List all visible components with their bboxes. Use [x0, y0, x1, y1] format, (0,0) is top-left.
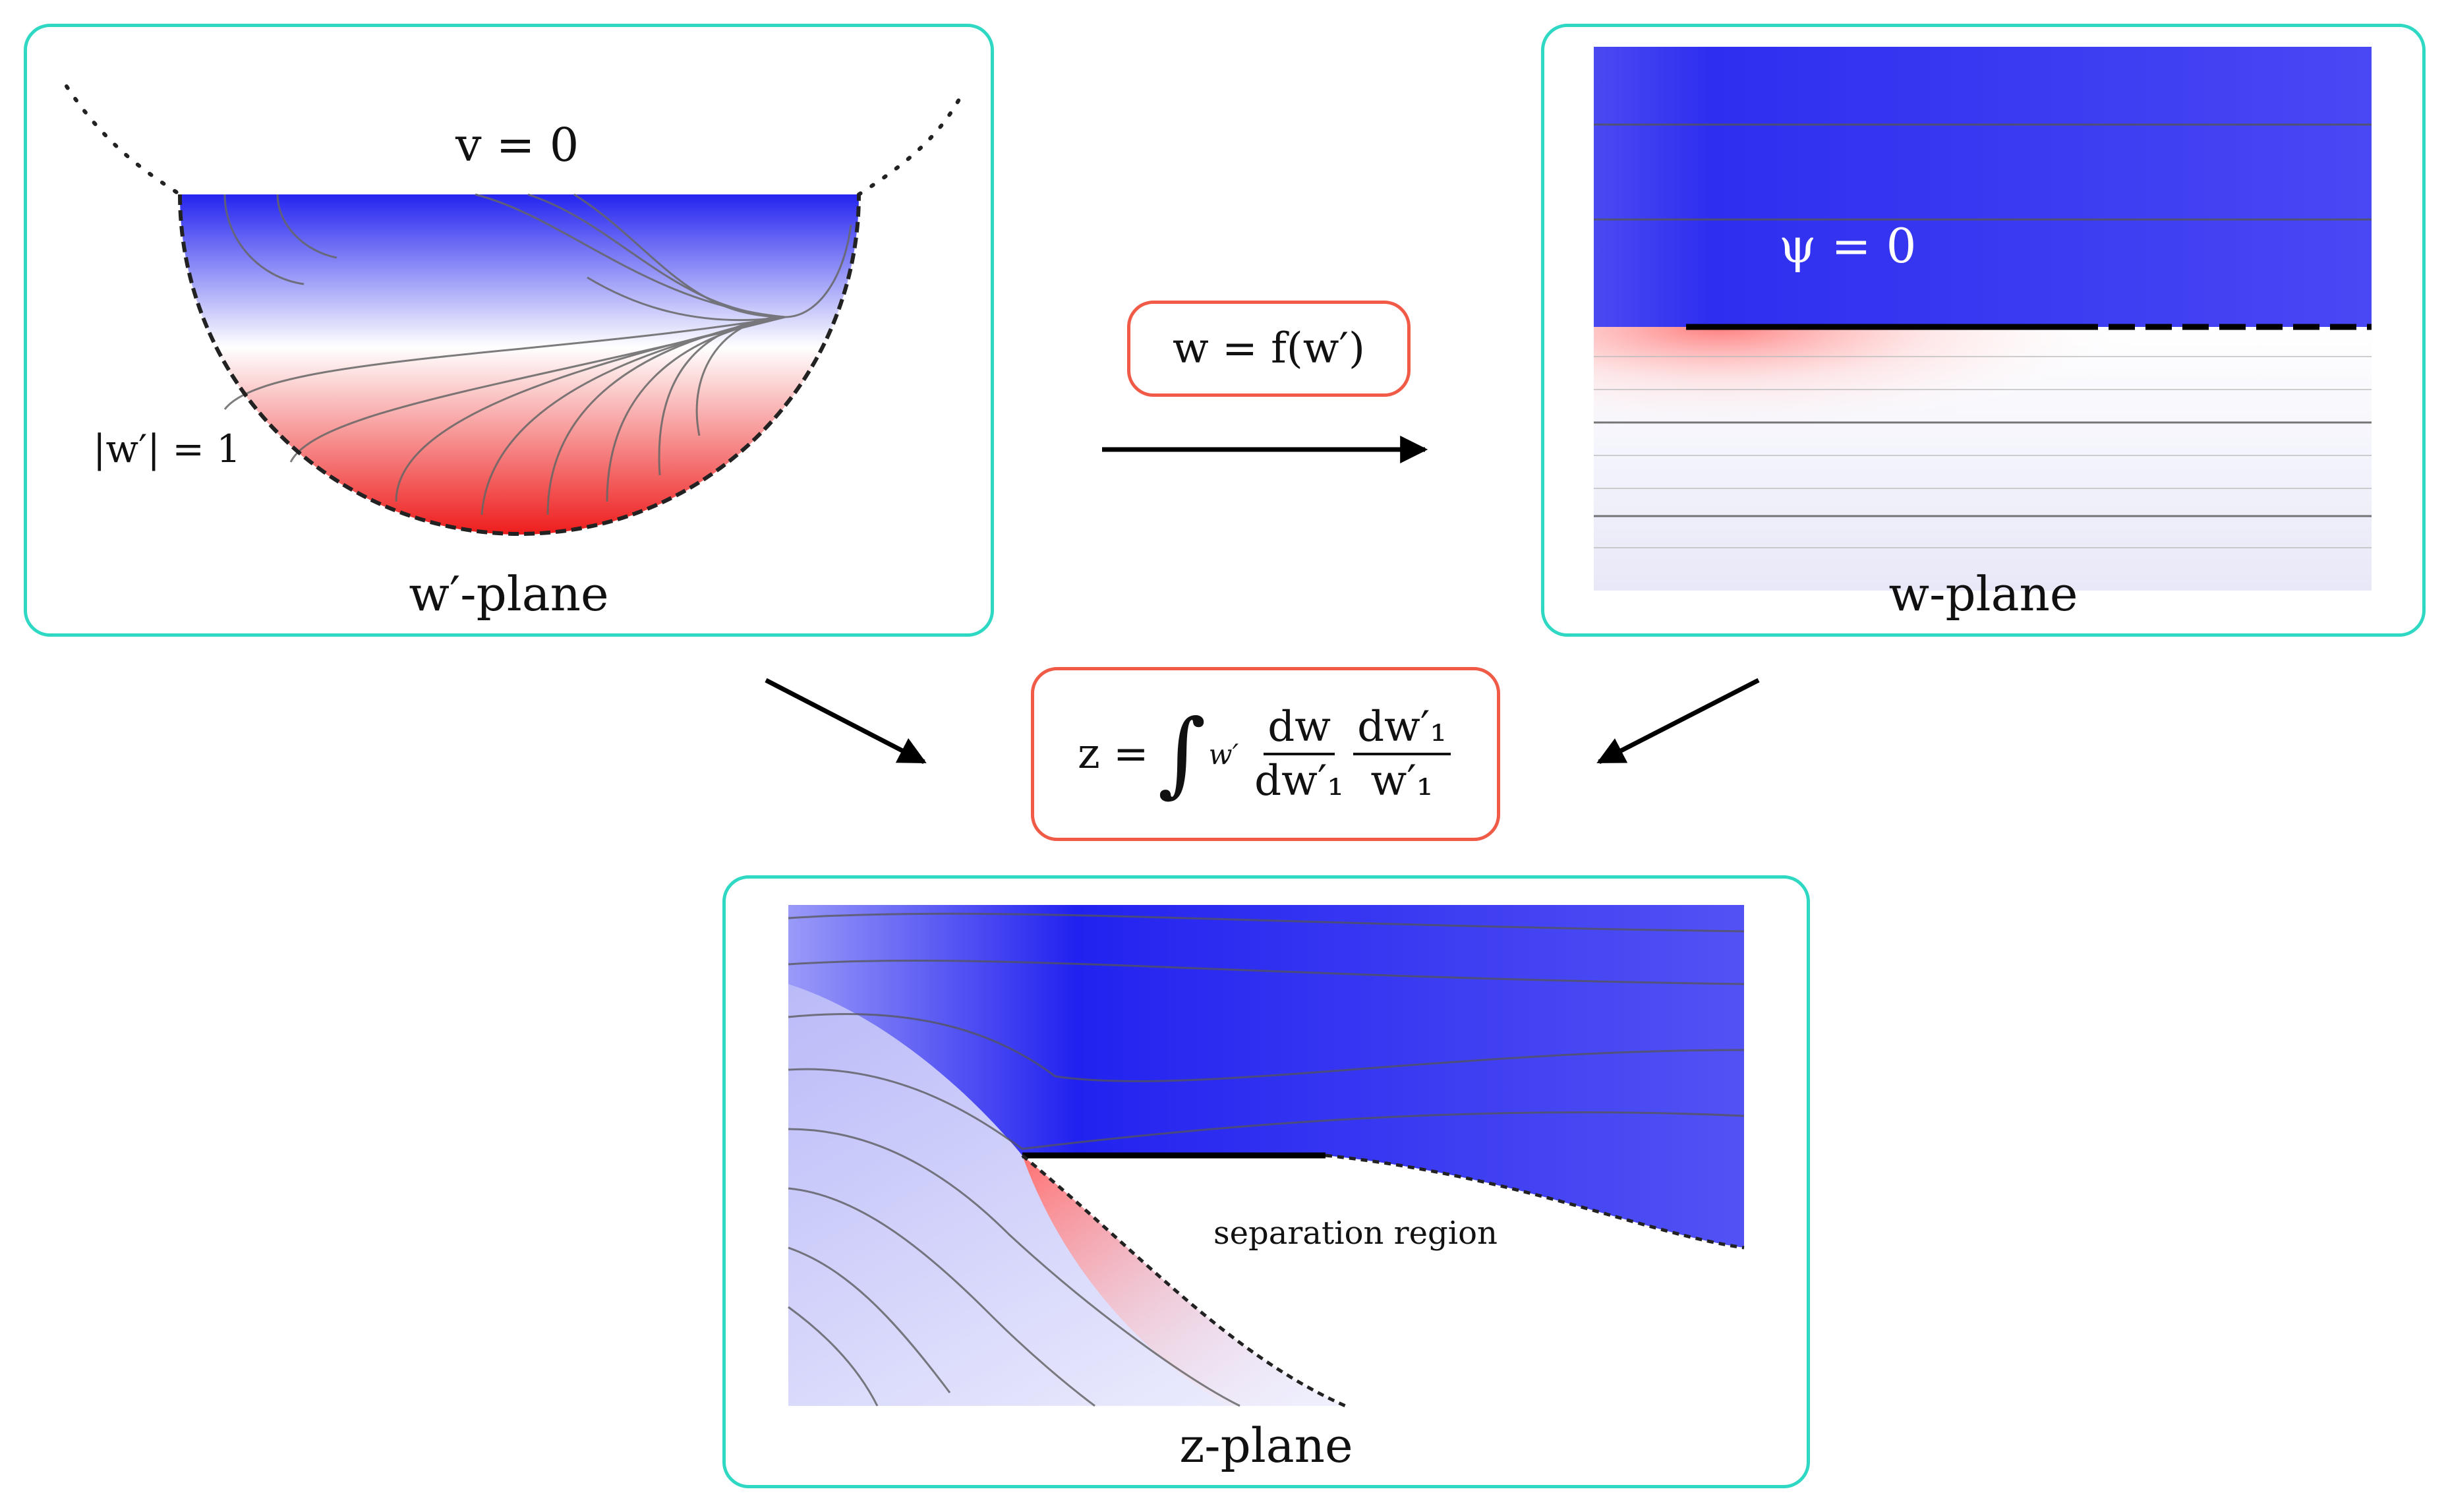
z-plane-plot [788, 905, 1745, 1408]
arrow-w-to-z [1596, 678, 1760, 765]
z-plane-panel: separation region z-plane [722, 875, 1810, 1488]
dotted-extension-right [857, 98, 961, 196]
integral-lhs: z = [1077, 730, 1149, 778]
w-plane-caption: w-plane [1888, 566, 2078, 622]
fraction-dw-dw1: dw dw′₁ [1250, 703, 1348, 805]
dotted-extension-left [65, 84, 182, 196]
fraction-1-numerator: dw [1264, 703, 1335, 755]
free-streamline-lower [1021, 1154, 1347, 1408]
v-zero-label: v = 0 [455, 118, 579, 172]
mapping-formula: w = f(w′) [1127, 301, 1411, 397]
wprime-plane-panel: v = 0 |w′| = 1 w′-plane [24, 24, 994, 637]
psi-zero-label: ψ = 0 [1779, 218, 1917, 274]
red-wake [1022, 1155, 1345, 1406]
arrow-wprime-to-z [765, 678, 927, 765]
fraction-dw1-w1: dw′₁ w′₁ [1353, 703, 1451, 805]
upper-field [1594, 47, 2372, 327]
w-plane-panel: ψ = 0 w-plane [1541, 24, 2426, 637]
streamlines [223, 193, 852, 515]
integral-sign: ∫ [1157, 700, 1206, 807]
fraction-1-denominator: dw′₁ [1254, 757, 1345, 805]
streamlines [788, 912, 1745, 1407]
fraction-2-numerator: dw′₁ [1353, 703, 1451, 755]
wprime-plane-caption: w′-plane [409, 566, 609, 622]
mapping-formula-text: w = f(w′) [1172, 324, 1366, 373]
free-streamline-upper [1325, 1153, 1745, 1250]
integral-upper-limit: w′ [1208, 738, 1239, 771]
wprime-plane-plot [65, 84, 961, 536]
integral-formula: z = ∫ w′ dw dw′₁ dw′₁ w′₁ [1031, 667, 1500, 841]
unit-circle-label: |w′| = 1 [93, 426, 241, 471]
separation-region-label: separation region [1213, 1215, 1498, 1252]
streamlines [1594, 123, 2372, 517]
w-plane-plot [1594, 47, 2372, 591]
fraction-2-denominator: w′₁ [1370, 757, 1434, 805]
z-plane-caption: z-plane [1179, 1418, 1353, 1473]
red-wake [1594, 327, 2372, 525]
half-disc-field [179, 194, 860, 535]
